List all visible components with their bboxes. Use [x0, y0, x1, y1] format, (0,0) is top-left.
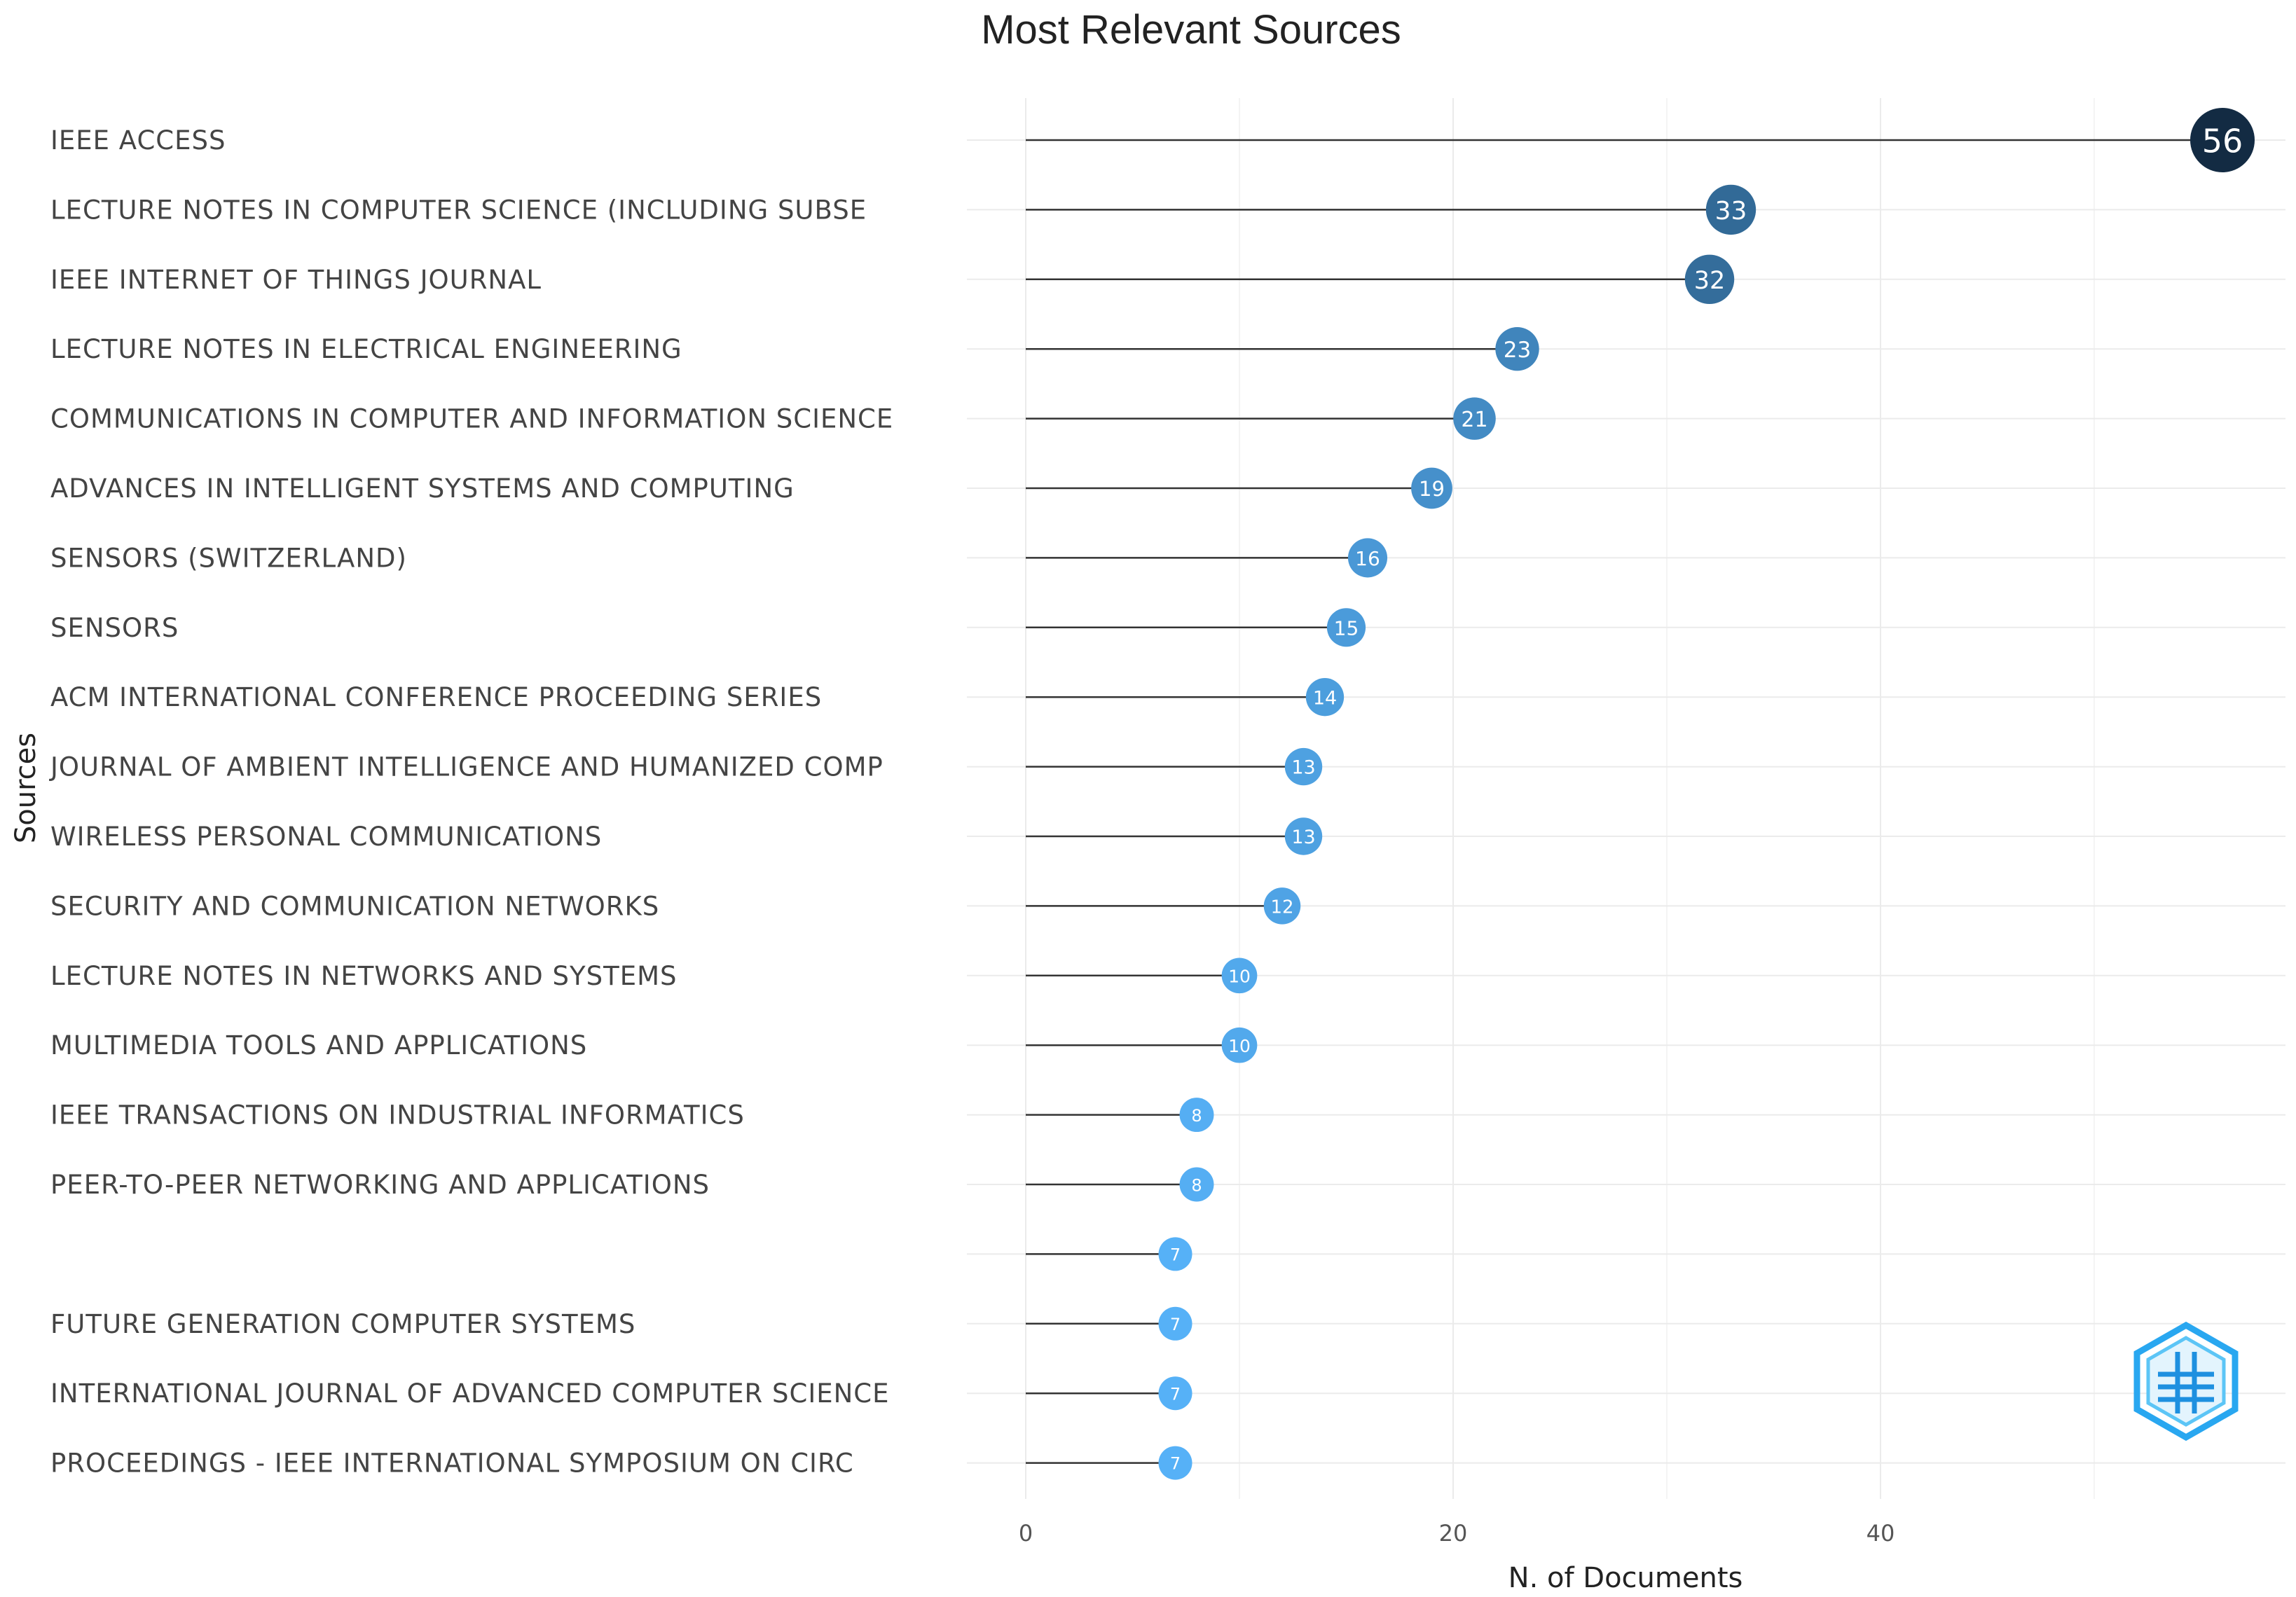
- data-value-label: 12: [1270, 897, 1293, 918]
- category-label: COMMUNICATIONS IN COMPUTER AND INFORMATI…: [50, 404, 893, 434]
- lollipop-dot: [1684, 254, 1735, 305]
- category-label: LECTURE NOTES IN COMPUTER SCIENCE (INCLU…: [50, 195, 867, 225]
- data-value-label: 19: [1419, 477, 1445, 501]
- lollipop-dot: [1284, 747, 1323, 786]
- x-tick-label: 0: [1019, 1520, 1033, 1547]
- category-label: IEEE INTERNET OF THINGS JOURNAL: [50, 265, 542, 295]
- lollipop-dot: [1179, 1098, 1214, 1133]
- category-label: FUTURE GENERATION COMPUTER SYSTEMS: [50, 1309, 635, 1339]
- lollipop-dot: [1453, 397, 1496, 440]
- data-value-label: 56: [2202, 122, 2243, 160]
- tick-label-layer: 0 20 40: [1019, 1520, 1895, 1547]
- x-tick-label: 20: [1439, 1520, 1468, 1547]
- data-value-label: 21: [1461, 408, 1487, 432]
- data-value-label: 23: [1504, 338, 1531, 363]
- data-value-label: 13: [1291, 757, 1315, 779]
- lollipop-dot: [1221, 957, 1258, 994]
- lollipop-dot: [1326, 608, 1366, 647]
- category-label: SENSORS: [50, 613, 179, 643]
- category-label: SENSORS (SWITZERLAND): [50, 543, 407, 573]
- data-value-label: 33: [1715, 197, 1747, 226]
- x-axis-title: N. of Documents: [1508, 1562, 1743, 1594]
- category-label: LECTURE NOTES IN NETWORKS AND SYSTEMS: [50, 961, 678, 991]
- lollipop-dot: [1221, 1027, 1258, 1063]
- category-label: SECURITY AND COMMUNICATION NETWORKS: [50, 891, 659, 921]
- chart-title: Most Relevant Sources: [981, 7, 1401, 53]
- category-label: LECTURE NOTES IN ELECTRICAL ENGINEERING: [50, 334, 682, 364]
- category-label: IEEE TRANSACTIONS ON INDUSTRIAL INFORMAT…: [50, 1100, 745, 1131]
- lollipop-dot: [1158, 1306, 1192, 1341]
- category-label: WIRELESS PERSONAL COMMUNICATIONS: [50, 822, 602, 852]
- lollipop-dot: [1305, 678, 1345, 717]
- data-value-label: 14: [1313, 688, 1337, 710]
- data-value-label: 7: [1170, 1315, 1181, 1334]
- category-label: ADVANCES IN INTELLIGENT SYSTEMS AND COMP…: [50, 473, 795, 504]
- data-value-label: 7: [1170, 1384, 1181, 1404]
- category-label: MULTIMEDIA TOOLS AND APPLICATIONS: [50, 1030, 587, 1060]
- lollipop-dot: [1705, 184, 1757, 235]
- data-value-label: 10: [1228, 1036, 1251, 1056]
- category-label: INTERNATIONAL JOURNAL OF ADVANCED COMPUT…: [50, 1378, 890, 1409]
- lollipop-dot: [2190, 108, 2255, 172]
- lollipop-dot: [1158, 1237, 1192, 1271]
- lollipop-dot: [1495, 327, 1539, 371]
- data-value-label: 16: [1355, 547, 1380, 570]
- data-value-label: 7: [1170, 1454, 1181, 1474]
- data-value-label: 32: [1694, 267, 1726, 295]
- category-label-layer: IEEE ACCESS LECTURE NOTES IN COMPUTER SCI…: [49, 125, 893, 1479]
- x-tick-label: 40: [1867, 1520, 1895, 1547]
- category-label: JOURNAL OF AMBIENT INTELLIGENCE AND HUMA…: [49, 752, 884, 782]
- category-label: IEEE ACCESS: [50, 125, 226, 155]
- lollipop-dot: [1284, 817, 1323, 855]
- lollipop-dot: [1347, 538, 1388, 578]
- data-value-label: 15: [1334, 616, 1359, 640]
- data-value-label: 13: [1291, 827, 1315, 848]
- stem-layer: [1026, 139, 2222, 1464]
- lollipop-dot: [1179, 1167, 1214, 1202]
- grid-layer: [967, 98, 2285, 1499]
- watermark-logo: [2133, 1321, 2239, 1442]
- lollipop-dot: [1158, 1376, 1192, 1411]
- y-axis-title: Sources: [10, 733, 42, 843]
- data-value-label: 10: [1228, 966, 1251, 986]
- category-label: ACM INTERNATIONAL CONFERENCE PROCEEDING …: [50, 682, 822, 712]
- data-value-label: 8: [1191, 1106, 1202, 1126]
- dot-layer: 56 33 32 23 21 19 16 15 14 13 13 12 10 10 8 8 7 7 7 7: [1158, 108, 2255, 1480]
- data-value-label: 8: [1191, 1175, 1202, 1195]
- category-label: PEER-TO-PEER NETWORKING AND APPLICATIONS: [50, 1170, 710, 1200]
- data-value-label: 7: [1170, 1245, 1181, 1265]
- lollipop-dot: [1263, 887, 1301, 925]
- lollipop-dot: [1411, 467, 1452, 509]
- category-label: PROCEEDINGS - IEEE INTERNATIONAL SYMPOSI…: [50, 1449, 854, 1479]
- lollipop-dot: [1158, 1446, 1192, 1480]
